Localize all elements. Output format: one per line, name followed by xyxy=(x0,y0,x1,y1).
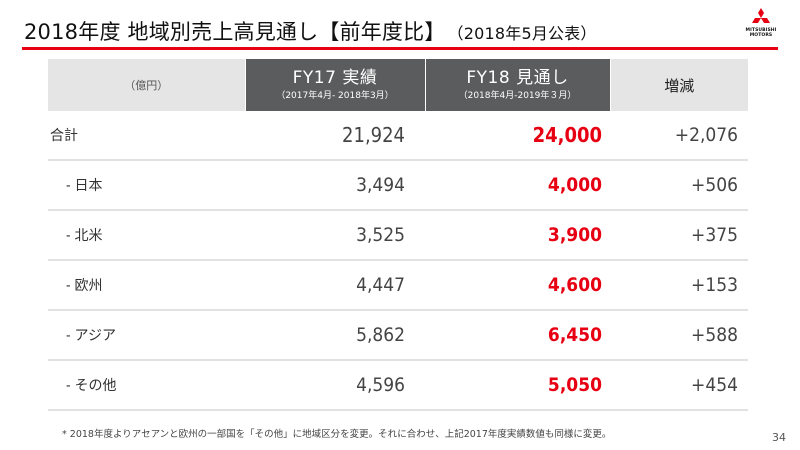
region-name: - アジア xyxy=(48,310,245,361)
fy18-value: 4,600 xyxy=(425,260,610,311)
table-row-europe: - 欧州 4,447 4,600 +153 xyxy=(48,260,748,311)
page-number: 34 xyxy=(772,431,786,444)
fy18-value: 24,000 xyxy=(425,111,610,161)
table-row-total: 合計 21,924 24,000 +2,076 xyxy=(48,111,748,161)
region-name: - 日本 xyxy=(48,160,245,211)
fy17-value: 5,862 xyxy=(245,310,425,361)
change-value: +454 xyxy=(610,360,748,411)
column-header-fy17: FY17 実績 （2017年4月- 2018年3月） xyxy=(244,59,425,111)
footnote: * 2018年度よりアセアンと欧州の一部国を「その他」に地域区分を変更。それに合… xyxy=(62,429,612,440)
change-value: +2,076 xyxy=(610,111,748,161)
logo-text-2: MOTORS xyxy=(749,33,773,38)
fy18-value: 3,900 xyxy=(425,210,610,261)
fy17-value: 4,596 xyxy=(245,360,425,411)
change-value: +375 xyxy=(610,210,748,261)
logo-text-1: MITSUBISHI xyxy=(745,28,777,33)
title-text: 2018年度 地域別売上高見通し【前年度比】 xyxy=(24,20,446,44)
change-value: +588 xyxy=(610,310,748,361)
fy17-period: （2017年4月- 2018年3月） xyxy=(276,91,394,101)
table-row-north-america: - 北米 3,525 3,900 +375 xyxy=(48,210,748,261)
region-name: 合計 xyxy=(48,111,245,161)
fy17-value: 4,447 xyxy=(245,260,425,311)
table-row-asia: - アジア 5,862 6,450 +588 xyxy=(48,310,748,361)
unit-label: （億円） xyxy=(48,59,245,111)
regional-sales-table: （億円） FY17 実績 （2017年4月- 2018年3月） FY18 見通し… xyxy=(48,59,748,411)
slide-title: 2018年度 地域別売上高見通し【前年度比】 （2018年5月公表） xyxy=(24,16,597,46)
fy17-value: 21,924 xyxy=(245,111,425,161)
title-underline xyxy=(22,47,778,50)
column-header-fy18: FY18 見通し （2018年4月-2019年３月） xyxy=(424,59,610,111)
title-subtitle: （2018年5月公表） xyxy=(455,24,597,43)
change-value: +506 xyxy=(610,160,748,211)
mitsubishi-logo: MITSUBISHI MOTORS xyxy=(736,8,786,44)
column-header-change: 増減 xyxy=(609,59,748,111)
table-row-others: - その他 4,596 5,050 +454 xyxy=(48,360,748,411)
region-name: - 北米 xyxy=(48,210,245,261)
fy18-value: 6,450 xyxy=(425,310,610,361)
fy18-period: （2018年4月-2019年３月） xyxy=(458,91,577,101)
three-diamonds-icon xyxy=(752,8,770,23)
region-name: - その他 xyxy=(48,360,245,411)
change-value: +153 xyxy=(610,260,748,311)
fy18-title: FY18 見通し xyxy=(466,68,569,88)
table-header-row: （億円） FY17 実績 （2017年4月- 2018年3月） FY18 見通し… xyxy=(48,59,748,111)
fy18-value: 4,000 xyxy=(425,160,610,211)
fy18-value: 5,050 xyxy=(425,360,610,411)
fy17-value: 3,525 xyxy=(245,210,425,261)
fy17-value: 3,494 xyxy=(245,160,425,211)
table-row-japan: - 日本 3,494 4,000 +506 xyxy=(48,160,748,211)
region-name: - 欧州 xyxy=(48,260,245,311)
fy17-title: FY17 実績 xyxy=(292,68,378,88)
